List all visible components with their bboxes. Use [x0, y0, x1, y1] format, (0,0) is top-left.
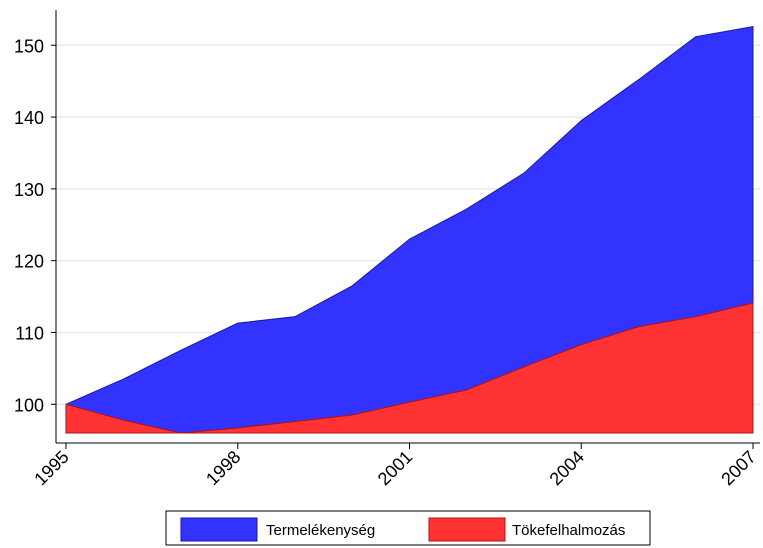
area-series-1: [65, 26, 754, 434]
x-tick-label-2004: 2004: [546, 447, 588, 489]
area-series-2: [65, 302, 754, 434]
y-tick-label-110: 110: [15, 323, 44, 343]
legend-swatch-1: [180, 517, 258, 542]
x-tick-label-2001: 2001: [374, 447, 416, 489]
legend-label-1: Termelékenység: [266, 522, 375, 539]
legend: Termelékenység Tökefelhalmozás: [165, 510, 651, 546]
x-tick-label-1998: 1998: [202, 447, 244, 489]
y-tick-label-120: 120: [14, 252, 44, 272]
y-tick-label-140: 140: [14, 108, 44, 128]
y-tick-label-150: 150: [14, 36, 44, 56]
y-tick-label-100: 100: [14, 395, 44, 415]
areas: [65, 26, 754, 434]
legend-label-2: Tökefelhalmozás: [512, 522, 625, 539]
legend-swatch-2: [428, 517, 506, 542]
x-tick-label-1995: 1995: [30, 447, 72, 489]
x-tick-label-2007: 2007: [717, 447, 759, 489]
y-tick-label-130: 130: [14, 180, 44, 200]
